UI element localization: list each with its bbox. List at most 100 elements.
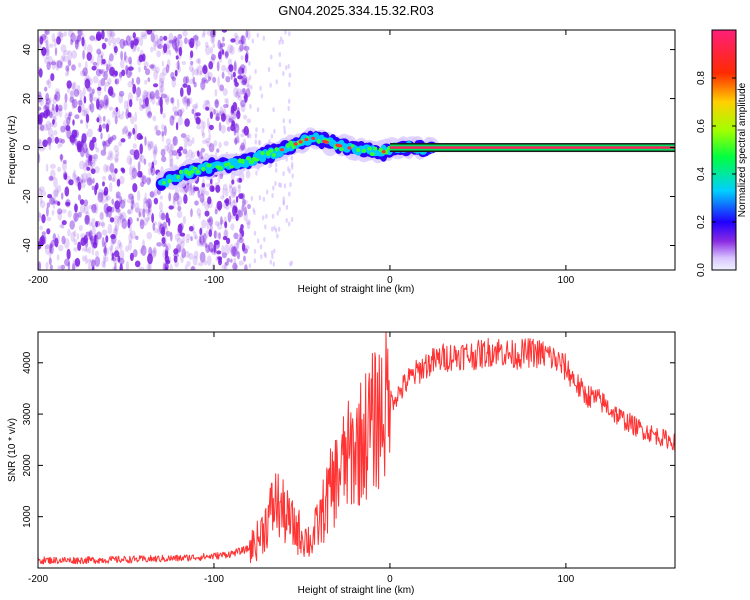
noise-speckle (58, 138, 63, 143)
noise-speckle (113, 215, 120, 225)
noise-speckle (287, 63, 290, 69)
noise-speckle (214, 98, 219, 109)
noise-speckle (197, 150, 200, 157)
noise-speckle (86, 44, 93, 55)
noise-speckle (270, 54, 273, 60)
y-tick-label: 4000 (22, 351, 33, 374)
noise-speckle (172, 115, 176, 121)
noise-speckle (54, 47, 58, 56)
noise-speckle (180, 254, 184, 264)
noise-speckle (75, 39, 80, 45)
noise-speckle (210, 248, 214, 253)
noise-speckle (121, 168, 126, 174)
noise-speckle (225, 198, 230, 207)
noise-speckle (48, 61, 52, 66)
noise-speckle (161, 124, 165, 131)
noise-speckle (77, 105, 82, 113)
noise-speckle (202, 177, 205, 187)
noise-speckle (57, 166, 62, 172)
noise-speckle (49, 163, 56, 169)
noise-speckle (81, 133, 87, 144)
signal-blob (245, 156, 252, 161)
noise-speckle (144, 97, 149, 107)
noise-speckle (262, 196, 266, 202)
noise-speckle (111, 110, 116, 119)
noise-speckle (80, 119, 83, 124)
noise-speckle (204, 210, 210, 217)
noise-speckle (191, 108, 195, 114)
noise-speckle (131, 167, 138, 179)
noise-speckle (108, 174, 112, 181)
noise-speckle (95, 221, 98, 228)
noise-speckle (60, 192, 64, 200)
noise-speckle (129, 99, 133, 108)
noise-speckle (239, 44, 244, 52)
noise-speckle (228, 64, 232, 70)
noise-speckle (195, 58, 200, 64)
noise-speckle (146, 30, 153, 35)
noise-speckle (230, 74, 233, 80)
noise-speckle (202, 233, 207, 244)
noise-speckle (219, 106, 224, 116)
noise-speckle (201, 78, 206, 85)
signal-blob (316, 138, 321, 144)
noise-speckle (148, 177, 152, 183)
noise-speckle (46, 61, 51, 71)
noise-speckle (56, 60, 63, 69)
noise-speckle (202, 120, 206, 129)
noise-speckle (169, 158, 174, 168)
noise-speckle (255, 127, 258, 133)
noise-speckle (182, 216, 187, 225)
noise-speckle (103, 247, 109, 256)
noise-speckle (107, 137, 113, 145)
noise-speckle (161, 131, 165, 143)
noise-speckle (187, 97, 193, 105)
noise-speckle (62, 159, 67, 164)
noise-speckle (192, 35, 199, 41)
noise-speckle (233, 63, 238, 73)
noise-speckle (39, 112, 46, 118)
noise-speckle (222, 236, 228, 241)
noise-speckle (271, 254, 274, 259)
noise-speckle (114, 78, 118, 85)
noise-speckle (64, 186, 70, 197)
noise-speckle (178, 46, 183, 57)
noise-speckle (270, 250, 274, 256)
noise-speckle (90, 168, 96, 175)
noise-speckle (201, 189, 205, 197)
signal-blob (268, 148, 274, 153)
noise-speckle (73, 238, 78, 246)
noise-speckle (121, 128, 125, 136)
noise-speckle (49, 96, 52, 106)
noise-speckle (282, 196, 285, 202)
noise-speckle (173, 111, 179, 116)
noise-speckle (236, 69, 241, 75)
noise-speckle (181, 61, 186, 65)
noise-speckle (197, 262, 204, 267)
noise-speckle (247, 203, 251, 210)
noise-speckle (77, 145, 83, 153)
noise-speckle (82, 255, 86, 262)
noise-speckle (239, 65, 244, 76)
noise-speckle (220, 195, 225, 200)
noise-speckle (49, 243, 53, 249)
noise-speckle (230, 223, 235, 231)
noise-speckle (111, 252, 115, 260)
noise-speckle (108, 245, 114, 251)
noise-speckle (238, 67, 243, 75)
noise-speckle (67, 210, 72, 218)
noise-speckle (111, 37, 117, 44)
noise-speckle (38, 106, 42, 111)
noise-speckle (212, 76, 217, 83)
noise-speckle (213, 230, 219, 239)
noise-speckle (168, 32, 174, 44)
noise-speckle (146, 198, 153, 209)
noise-speckle (57, 31, 61, 39)
noise-speckle (101, 42, 107, 50)
noise-speckle (85, 158, 89, 168)
signal-blob (162, 181, 166, 185)
noise-speckle (216, 61, 220, 72)
noise-speckle (54, 237, 59, 248)
noise-speckle (77, 30, 83, 37)
noise-speckle (125, 35, 131, 46)
